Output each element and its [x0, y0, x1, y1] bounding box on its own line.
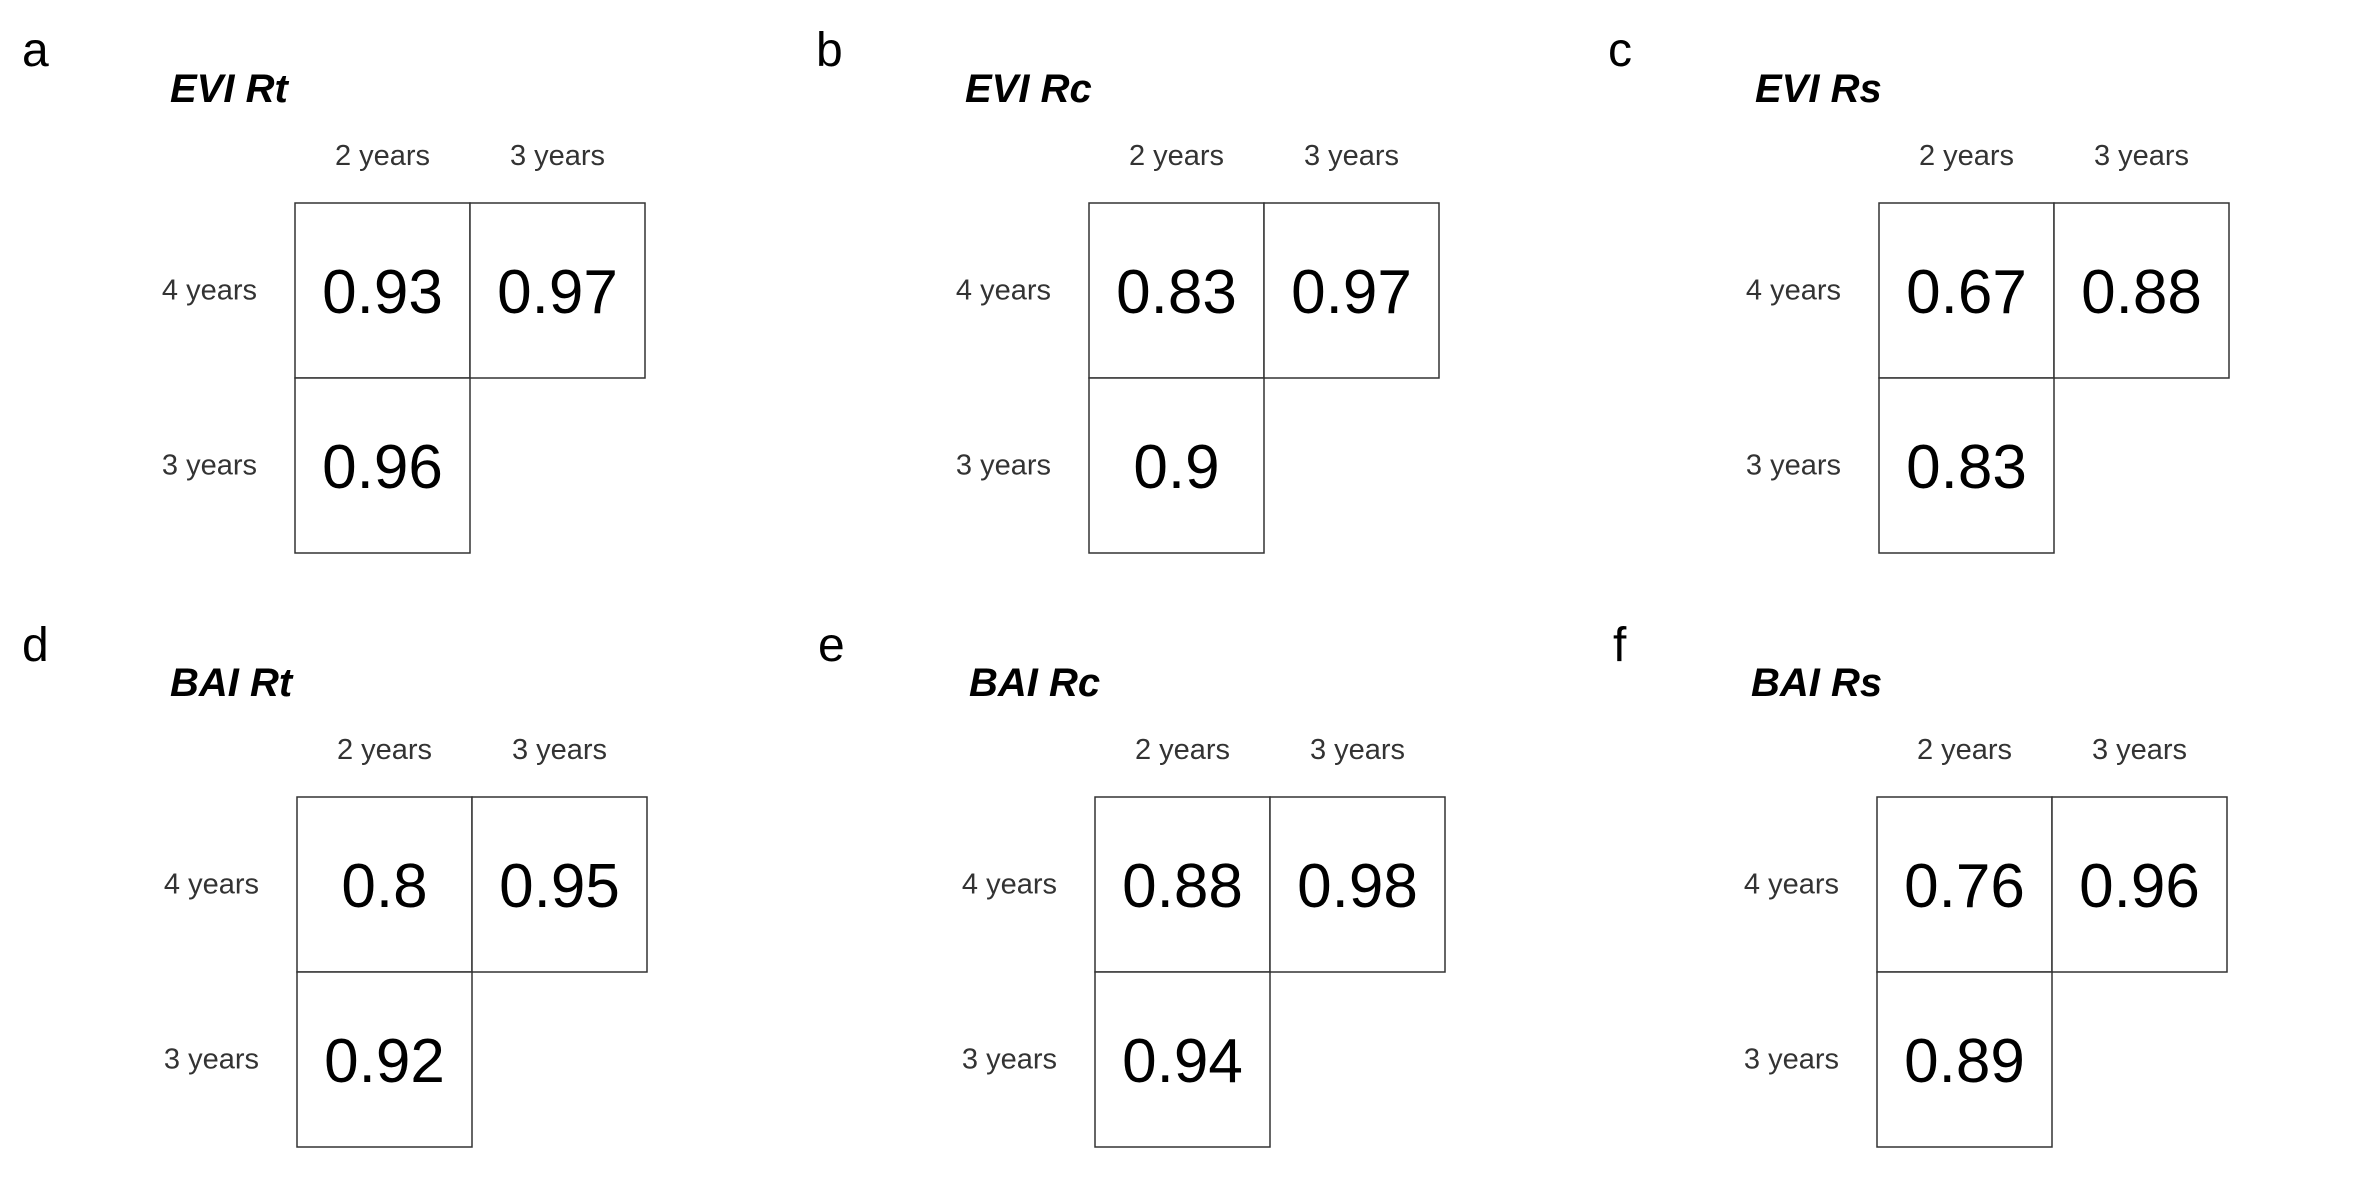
cell-value-label: 0.96: [322, 433, 443, 502]
matrix-cell: [471, 796, 648, 973]
column-label: 3 years: [510, 140, 605, 172]
matrix-cell: [469, 202, 646, 379]
matrix-cell: [1088, 377, 1265, 554]
cell-value-label: 0.89: [1904, 1027, 2025, 1096]
panel-title: BAI Rt: [170, 661, 294, 705]
panel-title: EVI Rs: [1755, 67, 1882, 111]
cell-value-label: 0.97: [497, 258, 618, 327]
panel-letter: f: [1613, 619, 1627, 672]
column-label: 3 years: [512, 734, 607, 766]
matrix-cell: [1263, 202, 1440, 379]
column-label: 2 years: [1135, 734, 1230, 766]
cell-value-label: 0.97: [1291, 258, 1412, 327]
row-label: 4 years: [1744, 869, 1839, 901]
column-label: 3 years: [2094, 140, 2189, 172]
matrix-cell: [1094, 796, 1271, 973]
column-label: 2 years: [1129, 140, 1224, 172]
matrix-cell: [1876, 796, 2053, 973]
column-label: 3 years: [2092, 734, 2187, 766]
panel-d: d BAI Rt 2 years 3 years 4 years 3 years 0.8 0.…: [22, 619, 648, 1148]
panel-letter: b: [816, 24, 843, 77]
cell-value-label: 0.67: [1906, 258, 2027, 327]
matrix-cell: [1094, 971, 1271, 1148]
row-label: 4 years: [164, 869, 259, 901]
cell-value-label: 0.95: [499, 852, 620, 921]
row-label: 3 years: [1746, 450, 1841, 482]
column-label: 3 years: [1310, 734, 1405, 766]
cell-value-label: 0.83: [1906, 433, 2027, 502]
row-label: 3 years: [1744, 1044, 1839, 1076]
panel-c: c EVI Rs 2 years 3 years 4 years 3 years 0.67 0…: [1608, 24, 2230, 554]
matrix-cell: [1088, 202, 1265, 379]
row-label: 4 years: [1746, 275, 1841, 307]
panel-title: BAI Rs: [1751, 661, 1882, 705]
panel-letter: a: [22, 24, 49, 77]
column-label: 2 years: [1919, 140, 2014, 172]
matrix-cell: [2053, 202, 2230, 379]
cell-value-label: 0.94: [1122, 1027, 1243, 1096]
matrix-cell: [296, 796, 473, 973]
row-label: 3 years: [962, 1044, 1057, 1076]
cell-value-label: 0.8: [341, 852, 427, 921]
column-label: 2 years: [337, 734, 432, 766]
cell-value-label: 0.92: [324, 1027, 445, 1096]
row-label: 3 years: [162, 450, 257, 482]
panel-letter: d: [22, 619, 49, 672]
cell-value-label: 0.88: [1122, 852, 1243, 921]
matrix-cell: [1269, 796, 1446, 973]
matrix-cell: [294, 377, 471, 554]
panel-a: a EVI Rt 2 years 3 years 4 years 3 years 0.93 0…: [22, 24, 646, 554]
column-label: 2 years: [1917, 734, 2012, 766]
matrix-cell: [1876, 971, 2053, 1148]
row-label: 3 years: [164, 1044, 259, 1076]
panel-title: EVI Rt: [170, 67, 289, 111]
cell-value-label: 0.76: [1904, 852, 2025, 921]
row-label: 4 years: [162, 275, 257, 307]
cell-value-label: 0.98: [1297, 852, 1418, 921]
cell-value-label: 0.9: [1133, 433, 1219, 502]
matrix-cell: [2051, 796, 2228, 973]
cell-value-label: 0.88: [2081, 258, 2202, 327]
cell-value-label: 0.96: [2079, 852, 2200, 921]
panel-e: e BAI Rc 2 years 3 years 4 years 3 years 0.88 0…: [818, 619, 1446, 1148]
column-label: 3 years: [1304, 140, 1399, 172]
row-label: 4 years: [962, 869, 1057, 901]
panel-letter: e: [818, 619, 845, 672]
matrix-cell: [294, 202, 471, 379]
matrix-cell: [296, 971, 473, 1148]
column-label: 2 years: [335, 140, 430, 172]
panel-f: f BAI Rs 2 years 3 years 4 years 3 years 0.76 0…: [1613, 619, 2228, 1148]
row-label: 4 years: [956, 275, 1051, 307]
panel-title: EVI Rc: [965, 67, 1092, 111]
panel-b: b EVI Rc 2 years 3 years 4 years 3 years 0.83 0…: [816, 24, 1440, 554]
panel-title: BAI Rc: [969, 661, 1100, 705]
cell-value-label: 0.93: [322, 258, 443, 327]
panel-letter: c: [1608, 24, 1632, 77]
matrix-cell: [1878, 377, 2055, 554]
row-label: 3 years: [956, 450, 1051, 482]
cell-value-label: 0.83: [1116, 258, 1237, 327]
